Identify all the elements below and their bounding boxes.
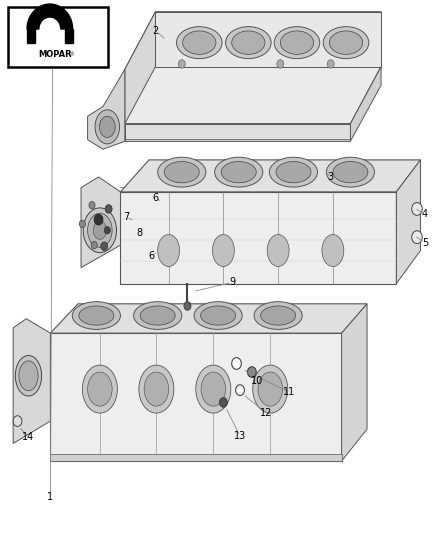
Polygon shape	[125, 12, 381, 124]
Ellipse shape	[158, 157, 206, 187]
Ellipse shape	[88, 372, 112, 406]
Ellipse shape	[158, 235, 180, 266]
Circle shape	[412, 203, 422, 215]
Ellipse shape	[194, 302, 242, 329]
Circle shape	[277, 60, 284, 68]
Ellipse shape	[144, 372, 169, 406]
Circle shape	[327, 60, 334, 68]
Ellipse shape	[276, 161, 311, 183]
Text: 8: 8	[136, 228, 142, 238]
Circle shape	[247, 367, 256, 377]
Polygon shape	[396, 160, 420, 284]
Circle shape	[236, 385, 244, 395]
Circle shape	[89, 201, 95, 209]
Polygon shape	[13, 319, 50, 443]
Polygon shape	[65, 29, 73, 43]
Circle shape	[104, 227, 110, 234]
Ellipse shape	[253, 365, 288, 413]
Bar	[8, 7, 108, 67]
Text: 12: 12	[260, 408, 272, 418]
Text: 4: 4	[422, 209, 428, 219]
Polygon shape	[155, 12, 381, 67]
Circle shape	[101, 242, 108, 251]
Ellipse shape	[261, 306, 296, 325]
Circle shape	[94, 214, 103, 225]
Circle shape	[13, 416, 22, 426]
Circle shape	[232, 358, 241, 369]
Ellipse shape	[183, 31, 216, 54]
Ellipse shape	[212, 235, 234, 266]
Text: 5: 5	[422, 238, 428, 247]
Text: 6: 6	[152, 193, 159, 203]
Polygon shape	[27, 4, 73, 29]
Ellipse shape	[329, 31, 363, 54]
Text: 7: 7	[123, 213, 129, 222]
Ellipse shape	[215, 157, 263, 187]
Ellipse shape	[280, 31, 314, 54]
Text: 10: 10	[251, 376, 264, 385]
Text: ®: ®	[69, 52, 74, 57]
Ellipse shape	[267, 235, 289, 266]
Circle shape	[178, 60, 185, 68]
Ellipse shape	[333, 161, 368, 183]
Text: 13: 13	[234, 431, 246, 441]
Ellipse shape	[177, 27, 222, 59]
Ellipse shape	[93, 221, 106, 239]
Ellipse shape	[232, 31, 265, 54]
Ellipse shape	[258, 372, 283, 406]
Text: 6: 6	[148, 251, 154, 261]
Ellipse shape	[88, 213, 112, 247]
Polygon shape	[125, 139, 350, 141]
Polygon shape	[342, 304, 367, 461]
Ellipse shape	[322, 235, 344, 266]
Polygon shape	[120, 160, 420, 192]
Text: 9: 9	[229, 278, 235, 287]
Polygon shape	[125, 124, 350, 141]
Ellipse shape	[72, 302, 120, 329]
Polygon shape	[50, 333, 342, 461]
Text: 2: 2	[152, 26, 159, 36]
Ellipse shape	[254, 302, 302, 329]
Ellipse shape	[274, 27, 320, 59]
Polygon shape	[50, 454, 342, 461]
Ellipse shape	[134, 302, 182, 329]
Ellipse shape	[323, 27, 369, 59]
Ellipse shape	[140, 306, 175, 325]
Polygon shape	[350, 67, 381, 141]
Ellipse shape	[99, 116, 115, 138]
Ellipse shape	[269, 157, 318, 187]
Ellipse shape	[19, 361, 38, 391]
Ellipse shape	[326, 157, 374, 187]
Text: 3: 3	[328, 172, 334, 182]
Ellipse shape	[82, 365, 117, 413]
Polygon shape	[125, 12, 155, 124]
Ellipse shape	[221, 161, 256, 183]
Ellipse shape	[201, 372, 226, 406]
Circle shape	[79, 220, 85, 228]
Circle shape	[219, 398, 227, 407]
Ellipse shape	[139, 365, 174, 413]
Ellipse shape	[164, 161, 199, 183]
Ellipse shape	[226, 27, 271, 59]
Ellipse shape	[79, 306, 114, 325]
Circle shape	[412, 231, 422, 244]
Circle shape	[105, 205, 112, 213]
Polygon shape	[88, 69, 125, 149]
Circle shape	[184, 302, 191, 310]
Ellipse shape	[83, 208, 117, 253]
Text: MOPAR: MOPAR	[38, 50, 72, 59]
Ellipse shape	[95, 110, 120, 144]
Polygon shape	[47, 21, 53, 32]
Polygon shape	[81, 177, 120, 268]
Text: 11: 11	[283, 387, 295, 397]
Polygon shape	[50, 304, 367, 333]
Ellipse shape	[196, 365, 231, 413]
Text: 14: 14	[22, 432, 35, 442]
Circle shape	[91, 241, 97, 249]
Polygon shape	[27, 29, 35, 43]
Polygon shape	[120, 192, 396, 284]
Ellipse shape	[15, 356, 42, 396]
Text: 1: 1	[47, 492, 53, 502]
Ellipse shape	[201, 306, 236, 325]
